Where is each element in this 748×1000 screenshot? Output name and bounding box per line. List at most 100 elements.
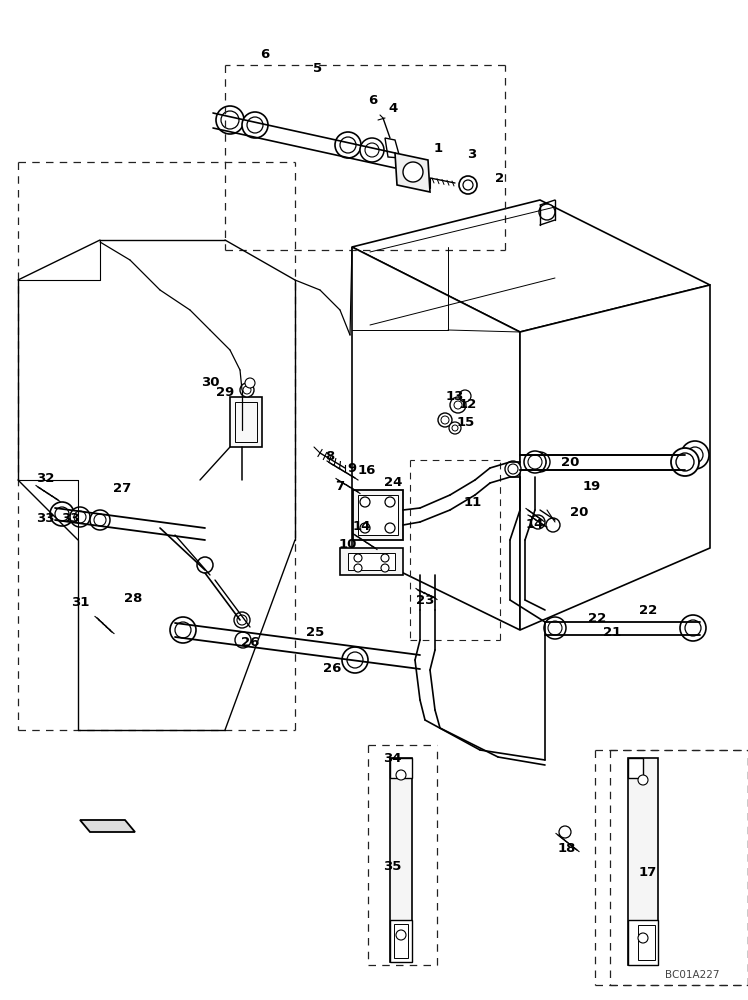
- Circle shape: [381, 564, 389, 572]
- Circle shape: [454, 401, 462, 409]
- Text: 20: 20: [570, 506, 588, 518]
- Text: 5: 5: [313, 62, 322, 75]
- Text: BC01A227: BC01A227: [666, 970, 720, 980]
- Text: 22: 22: [588, 611, 606, 624]
- Circle shape: [638, 775, 648, 785]
- Circle shape: [681, 441, 709, 469]
- Circle shape: [235, 632, 251, 648]
- Circle shape: [508, 464, 518, 474]
- Circle shape: [175, 622, 191, 638]
- Text: 23: 23: [416, 593, 434, 606]
- Circle shape: [396, 770, 406, 780]
- Circle shape: [559, 826, 571, 838]
- Circle shape: [50, 502, 74, 526]
- Text: 17: 17: [639, 865, 657, 879]
- Polygon shape: [390, 758, 412, 962]
- Circle shape: [197, 557, 213, 573]
- Polygon shape: [358, 495, 398, 535]
- Text: 9: 9: [347, 462, 357, 475]
- Circle shape: [55, 507, 69, 521]
- Circle shape: [676, 453, 694, 471]
- Circle shape: [524, 451, 546, 473]
- Text: 8: 8: [325, 450, 334, 464]
- Circle shape: [528, 455, 542, 469]
- Text: 19: 19: [583, 481, 601, 493]
- Circle shape: [680, 615, 706, 641]
- Circle shape: [354, 554, 362, 562]
- Polygon shape: [80, 820, 135, 832]
- Text: 3: 3: [468, 148, 476, 161]
- Polygon shape: [395, 153, 430, 192]
- Polygon shape: [628, 758, 643, 778]
- Circle shape: [245, 378, 255, 388]
- Text: 25: 25: [306, 626, 324, 639]
- Circle shape: [216, 106, 244, 134]
- Circle shape: [240, 383, 254, 397]
- Polygon shape: [352, 247, 520, 630]
- Polygon shape: [628, 758, 658, 965]
- Circle shape: [221, 111, 239, 129]
- Text: 7: 7: [335, 481, 345, 493]
- Polygon shape: [230, 397, 262, 447]
- Polygon shape: [390, 920, 412, 962]
- Circle shape: [685, 620, 701, 636]
- Circle shape: [438, 413, 452, 427]
- Text: 33: 33: [61, 512, 79, 524]
- Text: 14: 14: [526, 518, 545, 532]
- Text: 6: 6: [260, 48, 269, 62]
- Circle shape: [335, 132, 361, 158]
- Circle shape: [385, 523, 395, 533]
- Circle shape: [687, 447, 703, 463]
- Circle shape: [94, 514, 106, 526]
- Circle shape: [544, 617, 566, 639]
- Circle shape: [360, 497, 370, 507]
- Circle shape: [441, 416, 449, 424]
- Circle shape: [340, 137, 356, 153]
- Circle shape: [459, 390, 471, 402]
- Circle shape: [170, 617, 196, 643]
- Text: 1: 1: [433, 141, 443, 154]
- Polygon shape: [235, 402, 257, 442]
- Text: 34: 34: [383, 752, 401, 764]
- Circle shape: [534, 456, 546, 468]
- Circle shape: [360, 523, 370, 533]
- Polygon shape: [385, 138, 400, 158]
- Text: 21: 21: [603, 626, 621, 639]
- Text: 27: 27: [113, 482, 131, 494]
- Circle shape: [459, 176, 477, 194]
- Circle shape: [242, 112, 268, 138]
- Text: 35: 35: [383, 860, 401, 874]
- Text: 29: 29: [216, 385, 234, 398]
- Circle shape: [530, 452, 550, 472]
- Text: 14: 14: [353, 520, 371, 534]
- Polygon shape: [348, 553, 395, 570]
- Polygon shape: [394, 924, 408, 958]
- Circle shape: [365, 143, 379, 157]
- Text: 11: 11: [464, 496, 482, 510]
- Text: 4: 4: [388, 102, 398, 114]
- Text: 16: 16: [358, 464, 376, 477]
- Circle shape: [360, 138, 384, 162]
- Polygon shape: [628, 920, 658, 965]
- Text: 33: 33: [36, 512, 55, 524]
- Polygon shape: [520, 285, 710, 630]
- Circle shape: [347, 652, 363, 668]
- Circle shape: [247, 117, 263, 133]
- Circle shape: [237, 615, 247, 625]
- Circle shape: [452, 425, 458, 431]
- Text: 26: 26: [323, 662, 341, 674]
- Polygon shape: [353, 490, 403, 540]
- Text: 31: 31: [71, 596, 89, 609]
- Text: 15: 15: [457, 416, 475, 428]
- Text: 6: 6: [368, 94, 378, 106]
- Circle shape: [450, 397, 466, 413]
- Circle shape: [354, 564, 362, 572]
- Circle shape: [342, 647, 368, 673]
- Circle shape: [74, 511, 86, 523]
- Polygon shape: [638, 925, 655, 960]
- Text: 20: 20: [561, 456, 579, 468]
- Text: 28: 28: [124, 591, 142, 604]
- Text: 32: 32: [36, 472, 54, 485]
- Circle shape: [234, 612, 250, 628]
- Text: 30: 30: [200, 376, 219, 389]
